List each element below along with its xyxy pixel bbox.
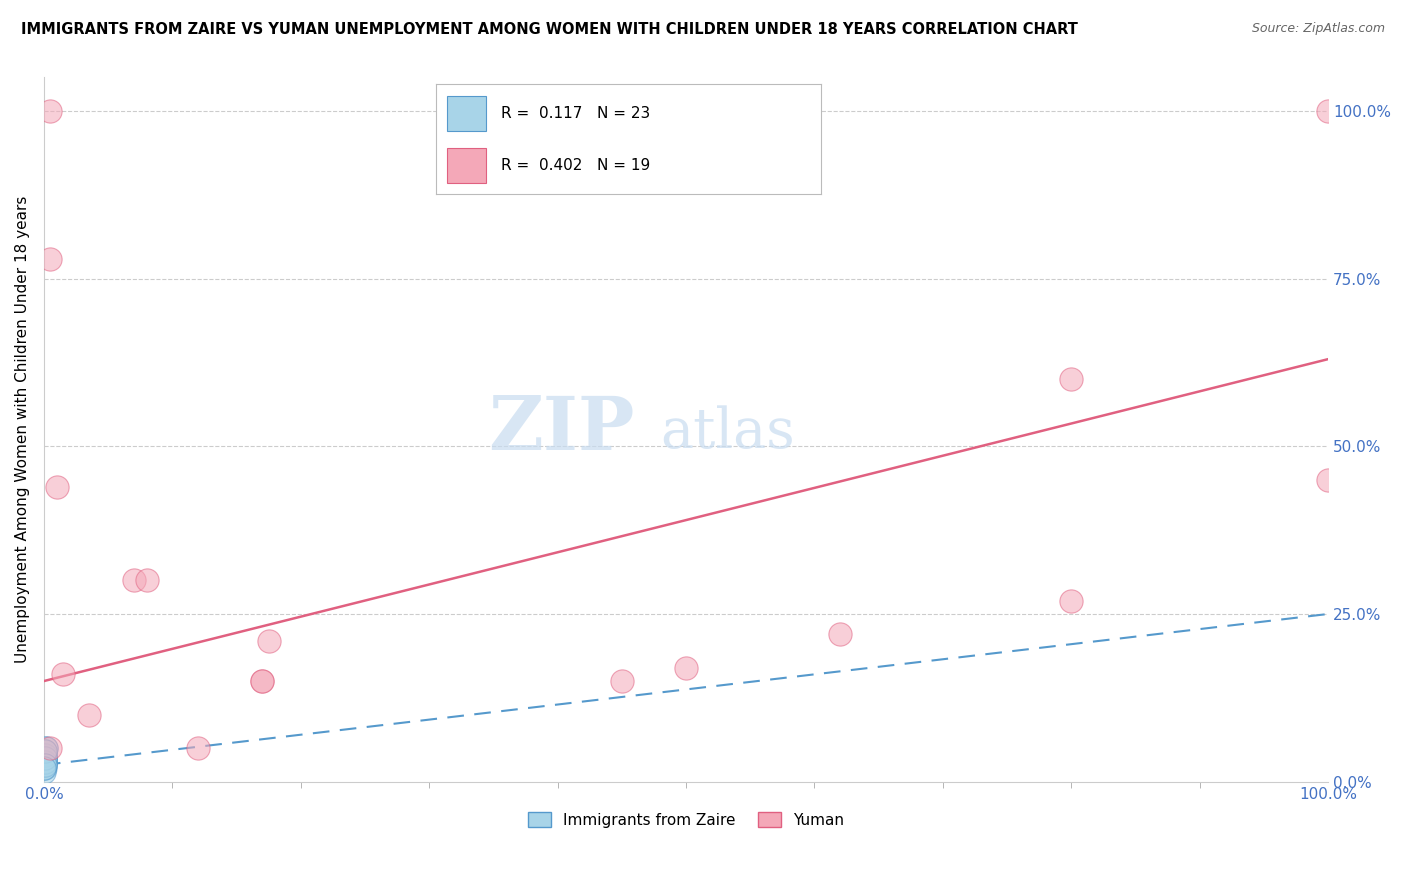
Y-axis label: Unemployment Among Women with Children Under 18 years: Unemployment Among Women with Children U… xyxy=(15,196,30,664)
Point xyxy=(34,758,56,772)
Legend: Immigrants from Zaire, Yuman: Immigrants from Zaire, Yuman xyxy=(522,805,851,834)
Point xyxy=(34,755,56,769)
Point xyxy=(35,741,58,756)
Point xyxy=(34,758,56,772)
Point xyxy=(122,574,145,588)
Point xyxy=(34,747,56,762)
Point xyxy=(34,751,56,765)
Point xyxy=(77,707,100,722)
Point xyxy=(257,633,280,648)
Point xyxy=(34,747,56,762)
Point xyxy=(34,758,56,772)
Point xyxy=(34,744,56,758)
Point xyxy=(34,755,56,769)
Point xyxy=(1317,473,1340,487)
Point xyxy=(610,674,633,689)
Text: atlas: atlas xyxy=(661,406,794,460)
Point xyxy=(34,761,56,775)
Point xyxy=(34,751,56,765)
Point xyxy=(34,755,56,769)
Point xyxy=(32,764,55,779)
Point xyxy=(34,747,56,762)
Point xyxy=(34,761,56,775)
Point xyxy=(675,660,697,674)
Point xyxy=(34,758,56,772)
Point xyxy=(1060,372,1083,386)
Point xyxy=(1317,103,1340,118)
Point xyxy=(830,627,852,641)
Point xyxy=(187,741,209,756)
Point xyxy=(39,103,62,118)
Point xyxy=(250,674,273,689)
Point xyxy=(250,674,273,689)
Point xyxy=(39,741,62,756)
Point xyxy=(34,741,56,756)
Point xyxy=(52,667,75,681)
Point xyxy=(32,761,55,775)
Text: IMMIGRANTS FROM ZAIRE VS YUMAN UNEMPLOYMENT AMONG WOMEN WITH CHILDREN UNDER 18 Y: IMMIGRANTS FROM ZAIRE VS YUMAN UNEMPLOYM… xyxy=(21,22,1078,37)
Text: ZIP: ZIP xyxy=(488,393,634,466)
Point xyxy=(34,751,56,765)
Point xyxy=(34,751,56,765)
Point xyxy=(135,574,157,588)
Point xyxy=(39,252,62,266)
Point xyxy=(34,744,56,758)
Point xyxy=(45,479,67,493)
Point xyxy=(1060,593,1083,607)
Point xyxy=(34,755,56,769)
Text: Source: ZipAtlas.com: Source: ZipAtlas.com xyxy=(1251,22,1385,36)
